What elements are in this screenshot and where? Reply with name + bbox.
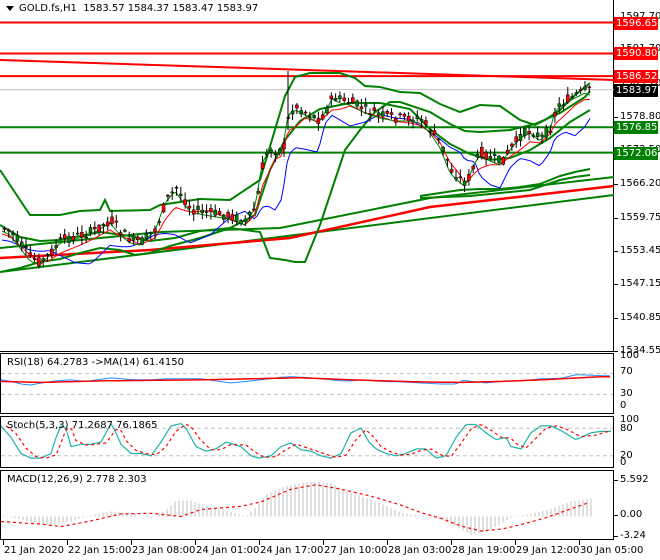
stoch-axis-label: 80 <box>620 423 633 434</box>
price-tick <box>614 217 618 219</box>
stochastic-panel[interactable]: Stoch(5,3,3) 71.2687 76.1865 <box>0 416 614 468</box>
high-value: 1584.37 <box>127 3 170 14</box>
rsi-axis-label: 70 <box>620 366 633 377</box>
support-level-label: 1576.85 <box>614 121 658 135</box>
stoch-axis-label: 0 <box>620 457 627 468</box>
time-tick <box>579 540 580 545</box>
price-tick-label: 1534.55 <box>620 345 660 356</box>
time-tick <box>3 540 4 545</box>
price-tick-label: 1578.80 <box>620 110 660 122</box>
time-tick <box>259 540 260 545</box>
resistance-level-label: 1590.80 <box>614 47 658 61</box>
price-tick <box>614 284 618 286</box>
macd-tick <box>614 480 618 481</box>
close-value: 1583.97 <box>216 3 259 14</box>
macd-panel[interactable]: MACD(12,26,9) 2.778 2.303 <box>0 470 614 540</box>
time-tick-label: 22 Jan 15:00 <box>68 545 132 556</box>
rsi-axis-label: 100 <box>620 350 640 361</box>
low-value: 1583.47 <box>172 3 214 14</box>
price-tick <box>614 183 618 185</box>
macd-tick <box>614 536 618 537</box>
macd-tick <box>614 515 618 517</box>
stoch-axis-label: 20 <box>620 450 633 461</box>
time-tick-label: 23 Jan 08:00 <box>132 545 196 556</box>
time-tick <box>451 540 452 545</box>
price-tick <box>614 251 618 253</box>
price-tick-label: 1540.85 <box>620 311 660 323</box>
macd-axis-label: 5.592 <box>620 474 649 485</box>
time-tick-label: 28 Jan 19:00 <box>452 545 516 556</box>
price-tick <box>614 317 618 319</box>
price-tick-label: 1566.20 <box>620 177 660 189</box>
rsi-axis-label: 30 <box>620 388 633 399</box>
price-tick <box>614 116 618 118</box>
time-tick <box>323 540 324 545</box>
price-tick-label: 1597.70 <box>620 11 660 23</box>
time-tick-label: 30 Jan 05:00 <box>580 545 644 556</box>
main-price-chart[interactable]: GOLD.fs,H1 1583.57 1584.37 1583.47 1583.… <box>0 0 614 352</box>
price-tick <box>614 351 618 352</box>
chart-header: GOLD.fs,H1 1583.57 1584.37 1583.47 1583.… <box>6 3 258 14</box>
support-level-label: 1572.06 <box>614 146 658 160</box>
price-tick-label: 1553.45 <box>620 245 660 257</box>
rsi-axis-label: 0 <box>620 400 627 411</box>
time-tick-label: 27 Jan 10:00 <box>324 545 388 556</box>
time-tick <box>387 540 388 545</box>
time-tick <box>195 540 196 545</box>
time-axis: 21 Jan 2020 22 Jan 15:00 23 Jan 08:00 24 Ja… <box>0 540 660 560</box>
stoch-label: Stoch(5,3,3) 71.2687 76.1865 <box>7 420 158 431</box>
macd-label: MACD(12,26,9) 2.778 2.303 <box>7 474 147 485</box>
macd-axis-label: 0.00 <box>620 509 643 521</box>
stoch-plot <box>1 422 613 459</box>
rsi-label: RSI(18) 64.2783 ->MA(14) 61.4150 <box>7 357 184 368</box>
time-tick-label: 24 Jan 01:00 <box>196 545 260 556</box>
current-price-label: 1583.97 <box>614 83 658 97</box>
open-value: 1583.57 <box>83 3 125 14</box>
time-tick-label: 24 Jan 17:00 <box>260 545 324 556</box>
price-tick-label: 1585.10 <box>620 78 660 90</box>
symbol-label: GOLD.fs,H1 <box>19 3 77 14</box>
price-plot <box>0 21 614 273</box>
macd-axis: 5.592 0.00 -3.24 <box>614 470 660 541</box>
time-tick <box>67 540 68 545</box>
stoch-axis: 100 80 20 0 <box>614 414 660 468</box>
resistance-level-label: 1586.52 <box>614 70 658 84</box>
macd-plot <box>1 481 592 535</box>
rsi-panel[interactable]: RSI(18) 64.2783 ->MA(14) 61.4150 <box>0 353 614 414</box>
time-tick <box>131 540 132 545</box>
time-tick-label: 21 Jan 2020 <box>4 545 64 556</box>
stoch-axis-label: 100 <box>620 414 640 425</box>
time-tick <box>515 540 516 545</box>
price-tick-label: 1547.15 <box>620 278 660 290</box>
price-tick-label: 1559.75 <box>620 211 660 223</box>
macd-axis-label: -3.24 <box>620 530 646 541</box>
time-tick-label: 29 Jan 12:00 <box>516 545 580 556</box>
resistance-level-label: 1596.65 <box>614 16 658 30</box>
rsi-plot <box>1 373 613 395</box>
triangle-down-icon[interactable] <box>6 5 14 11</box>
rsi-axis: 100 70 30 0 <box>614 350 660 414</box>
time-tick-label: 28 Jan 03:00 <box>388 545 452 556</box>
